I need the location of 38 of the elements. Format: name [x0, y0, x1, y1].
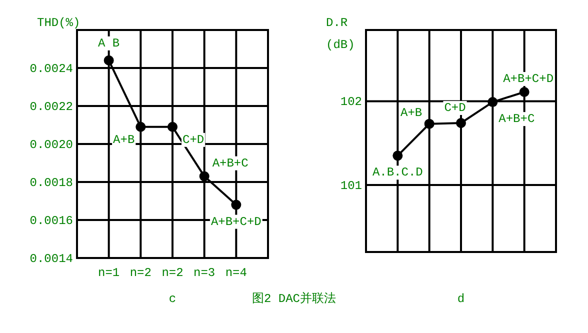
- y-tick-label: 101: [340, 178, 362, 193]
- y-tick-label: 0.0014: [30, 252, 73, 266]
- annotation: C+D: [444, 100, 466, 115]
- point: [392, 150, 403, 161]
- y-tick-label: 102: [340, 95, 362, 110]
- annotation: A.B.C.D: [372, 166, 423, 180]
- annotation: A B: [98, 36, 120, 50]
- annotation: A+B: [400, 106, 422, 120]
- caption: 图2 DAC并联法: [252, 291, 336, 306]
- y-axis-title: D.R (dB): [326, 16, 355, 52]
- point: [104, 55, 114, 66]
- annotation: A+B+C: [212, 156, 248, 170]
- point: [199, 171, 210, 182]
- x-tick-label: n=1: [98, 266, 120, 280]
- y-tick-label: 0.0022: [30, 100, 73, 114]
- y-tick-label: 0.0016: [30, 214, 73, 228]
- annotation: C+D: [182, 132, 204, 147]
- x-tick-label: n=2: [130, 266, 152, 280]
- y-tick-label: 0.0024: [30, 62, 73, 76]
- x-axis-title: c: [168, 292, 176, 306]
- point: [519, 86, 530, 97]
- annotation: A+B+C+D: [503, 72, 554, 86]
- x-tick-label: n=4: [225, 266, 247, 280]
- x-tick-label: n=3: [194, 266, 216, 280]
- point: [456, 118, 466, 128]
- x-axis-title: d: [457, 292, 465, 306]
- y-axis-title: THD(%): [37, 16, 80, 30]
- y-tick-label: 0.0020: [30, 138, 73, 152]
- point: [231, 200, 242, 210]
- y-tick-label: 0.0018: [30, 176, 73, 190]
- point: [136, 122, 146, 132]
- annotation: A+B: [113, 132, 135, 147]
- annotation: A+B+C: [498, 112, 535, 126]
- point: [168, 122, 178, 132]
- point: [424, 118, 434, 129]
- point: [488, 97, 498, 108]
- x-tick-label: n=2: [162, 266, 184, 280]
- annotation: A+B+C+D: [210, 214, 262, 229]
